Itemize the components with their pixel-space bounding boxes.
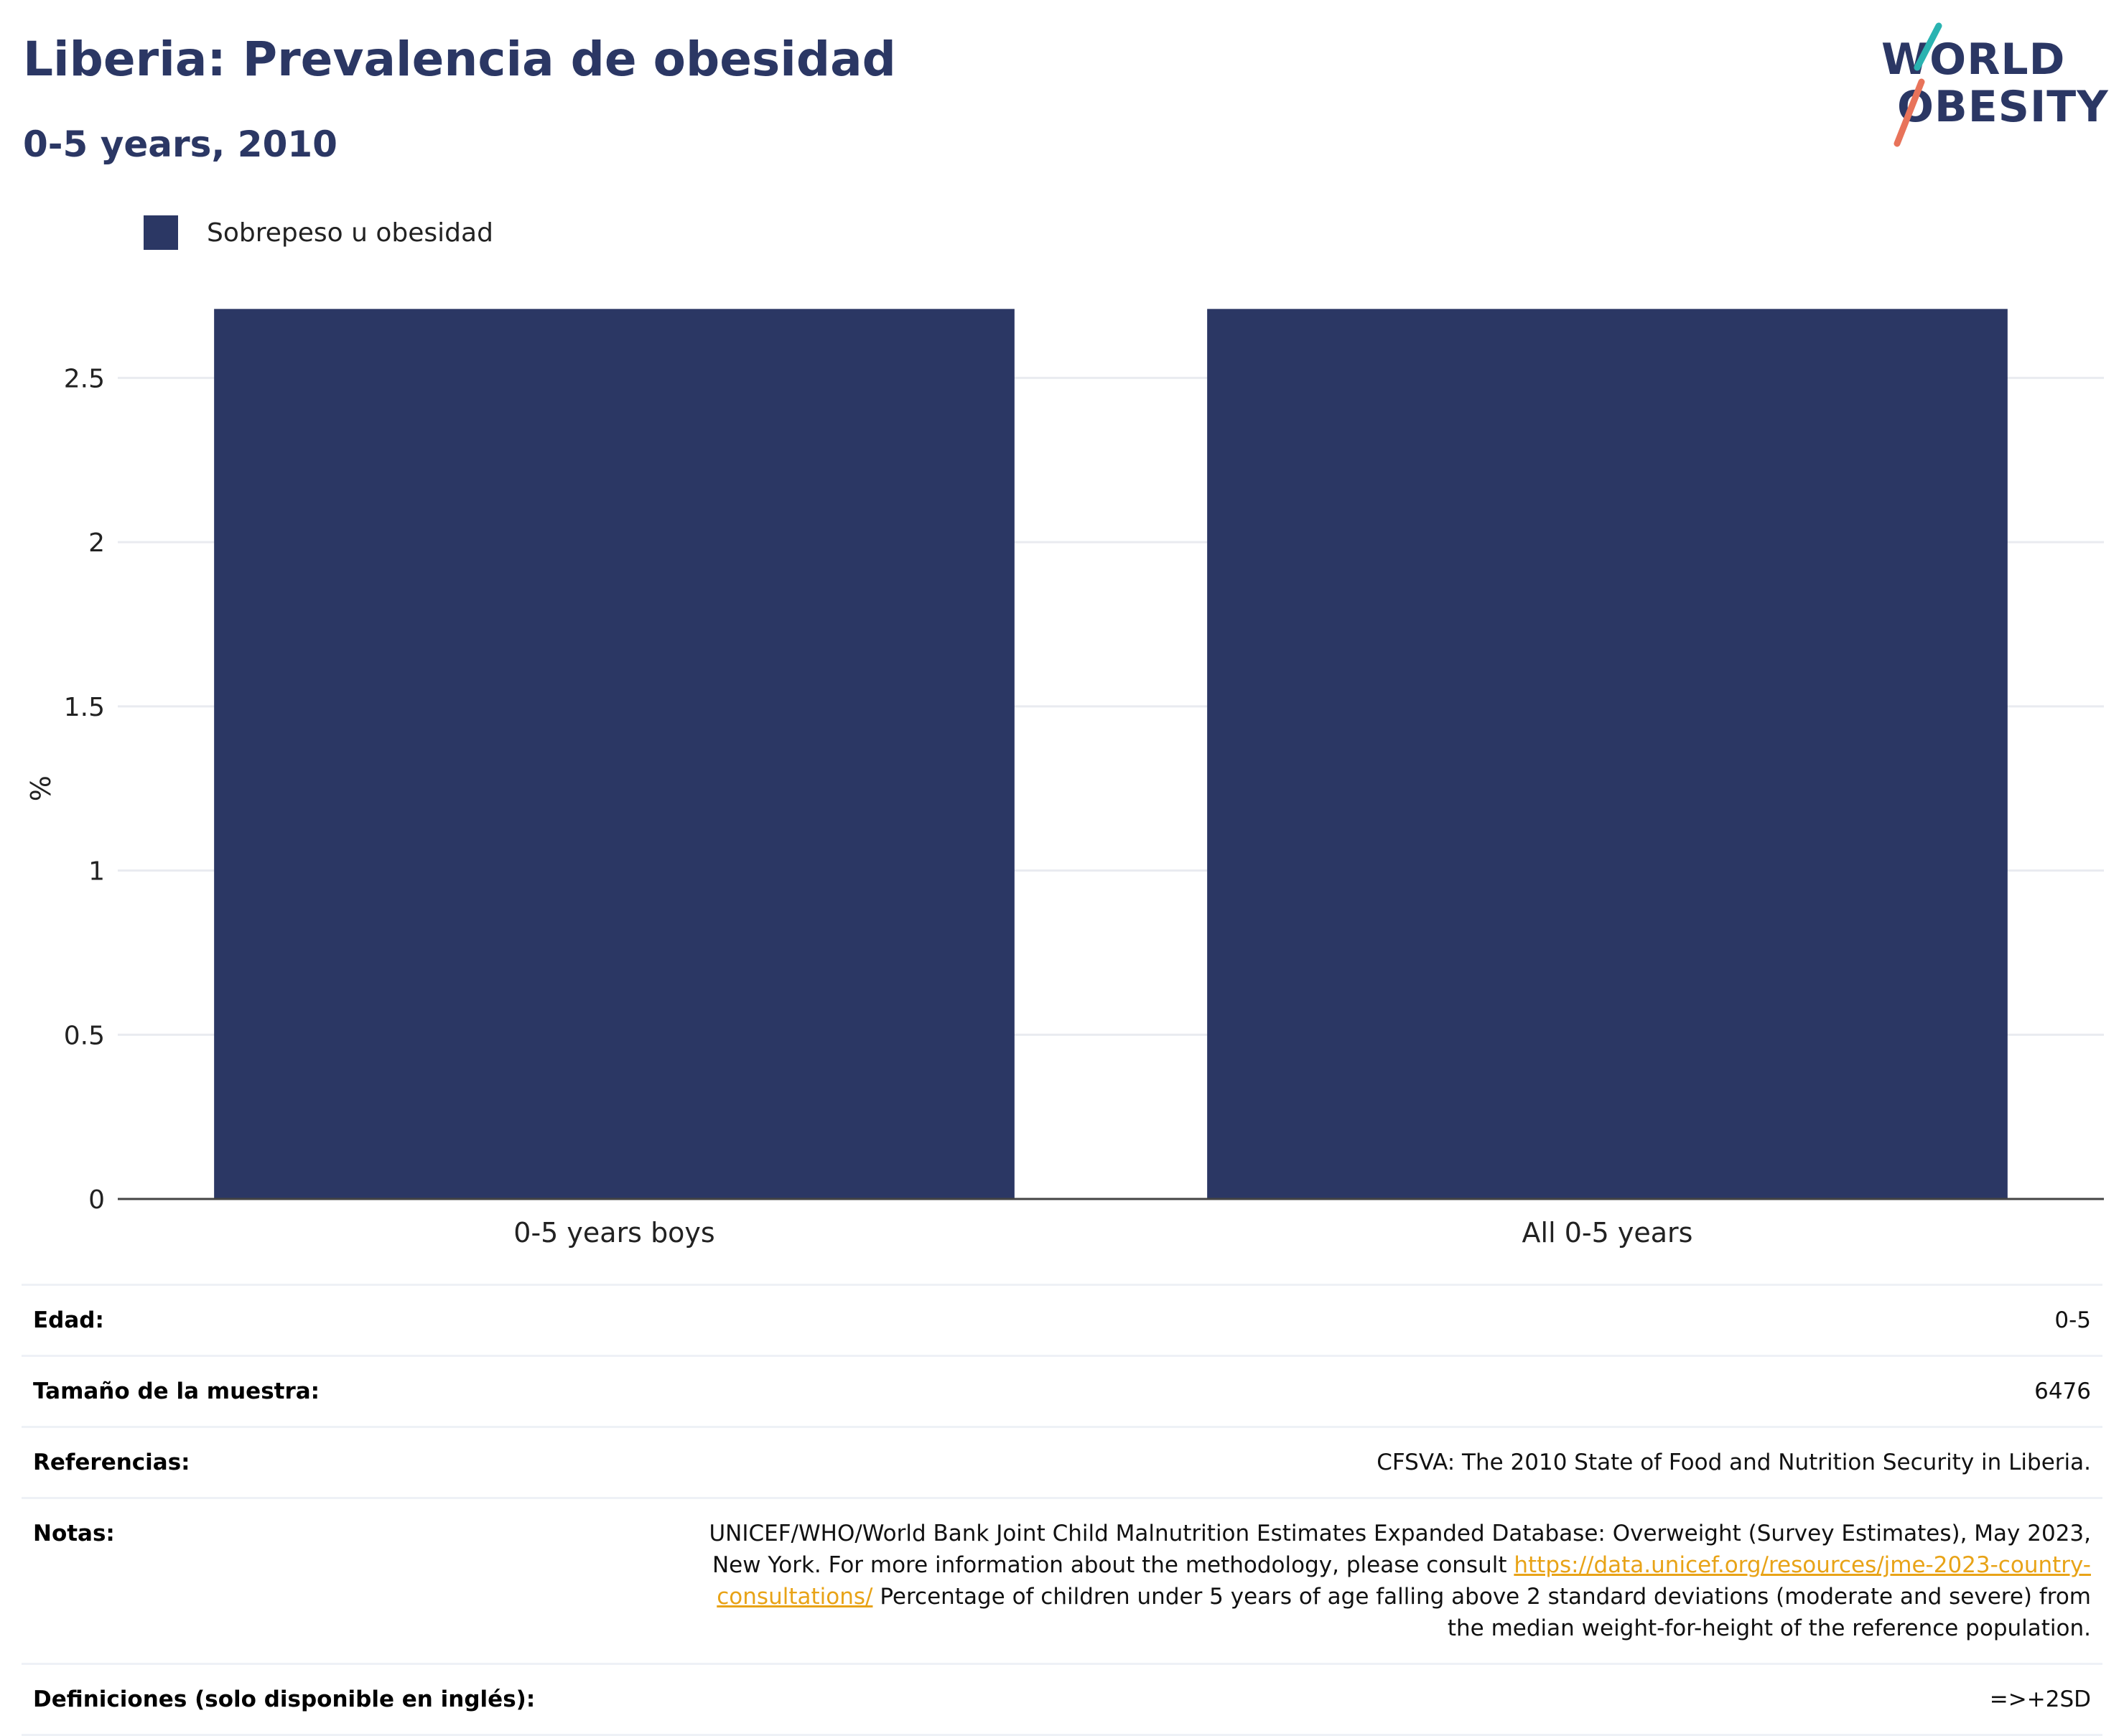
info-value-edad: 0-5	[691, 1284, 2102, 1356]
y-tick-label: 1.5	[64, 693, 105, 722]
y-tick-label: 2	[88, 528, 105, 558]
world-obesity-logo: WORLD OBESITY	[1867, 22, 2111, 151]
info-value-referencias: CFSVA: The 2010 State of Food and Nutrit…	[691, 1426, 2102, 1498]
x-tick-label: All 0-5 years	[1522, 1217, 1693, 1249]
legend-swatch	[144, 215, 178, 250]
bar-chart: 0 0.5 1 1.5 2 2.5% 0-5 years boys All 0-5 years	[25, 309, 2104, 1249]
info-table: Edad: 0-5 Tamaño de la muestra: 6476 Ref…	[22, 1284, 2102, 1736]
info-row-notas: Notas: UNICEF/WHO/World Bank Joint Child…	[22, 1497, 2102, 1664]
notas-text-2: Percentage of children under 5 years of …	[872, 1584, 2091, 1641]
logo-word-world: WORLD	[1881, 34, 2066, 85]
notas-text-1: UNICEF/WHO/World Bank Joint Child Malnut…	[709, 1521, 2091, 1578]
info-label-definiciones: Definiciones (solo disponible en inglés)…	[22, 1663, 691, 1736]
info-row-edad: Edad: 0-5	[22, 1284, 2102, 1356]
y-axis-label: %	[25, 775, 57, 801]
info-row-referencias: Referencias: CFSVA: The 2010 State of Fo…	[22, 1426, 2102, 1498]
info-row-definiciones: Definiciones (solo disponible en inglés)…	[22, 1663, 2102, 1736]
legend-label: Sobrepeso u obesidad	[207, 218, 493, 248]
info-label-notas: Notas:	[22, 1497, 691, 1664]
chart-subtitle: 0-5 years, 2010	[23, 123, 337, 165]
methodology-link[interactable]: https://data.unicef.org/resources/jme-20…	[717, 1552, 2091, 1610]
info-label-referencias: Referencias:	[22, 1426, 691, 1498]
chart-legend: Sobrepeso u obesidad	[144, 214, 493, 251]
info-label-edad: Edad:	[22, 1284, 691, 1356]
info-value-definiciones: =>+2SD	[691, 1663, 2102, 1736]
info-row-muestra: Tamaño de la muestra: 6476	[22, 1355, 2102, 1427]
bar	[1207, 309, 2008, 1200]
y-tick-label: 0	[88, 1185, 105, 1215]
x-tick-label: 0-5 years boys	[513, 1217, 714, 1249]
logo-word-obesity: OBESITY	[1897, 82, 2109, 132]
info-label-muestra: Tamaño de la muestra:	[22, 1355, 691, 1427]
bar	[214, 309, 1015, 1200]
y-tick-label: 0.5	[64, 1021, 105, 1050]
logo-slash-icon	[1894, 22, 1942, 147]
info-value-notas: UNICEF/WHO/World Bank Joint Child Malnut…	[691, 1497, 2102, 1664]
y-tick-label: 1	[88, 857, 105, 887]
info-value-muestra: 6476	[691, 1355, 2102, 1427]
chart-title: Liberia: Prevalencia de obesidad	[23, 32, 896, 87]
y-tick-label: 2.5	[64, 364, 105, 393]
